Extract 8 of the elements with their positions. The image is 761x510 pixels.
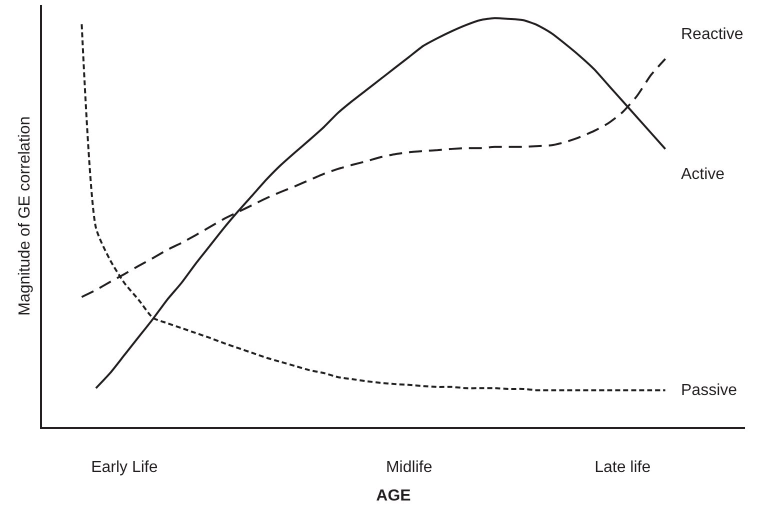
x-tick-label: Midlife xyxy=(386,459,432,476)
series-label: Passive xyxy=(681,382,738,399)
x-axis-title: AGE xyxy=(376,487,412,504)
x-tick-label: Late life xyxy=(594,459,651,476)
series-label: Active xyxy=(681,166,725,183)
x-tick-label: Early Life xyxy=(91,459,158,476)
y-axis-title: Magnitude of GE correlation xyxy=(16,116,34,316)
series-label: Reactive xyxy=(681,26,744,43)
